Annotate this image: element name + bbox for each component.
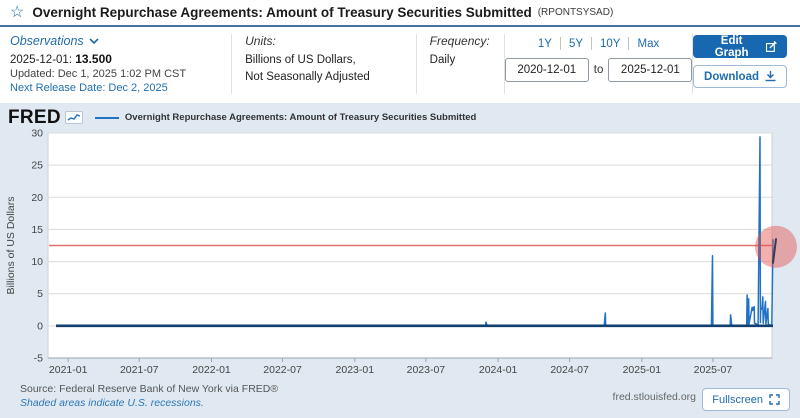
chart-header: FRED Overnight Repurchase Agreements: Am… bbox=[8, 108, 476, 127]
x-tick-label: 2023-07 bbox=[407, 364, 446, 376]
start-date-input[interactable] bbox=[504, 58, 589, 82]
x-tick-label: 2021-07 bbox=[120, 364, 159, 376]
units-panel: Units: Billions of US Dollars, Not Seaso… bbox=[231, 34, 416, 94]
to-label: to bbox=[593, 64, 604, 76]
range-button-10y[interactable]: 10Y bbox=[600, 37, 621, 50]
units-label: Units: bbox=[245, 34, 276, 48]
source-text: Source: Federal Reserve Bank of New York… bbox=[20, 383, 279, 395]
frequency-label: Frequency: bbox=[429, 34, 490, 48]
y-tick-label: 30 bbox=[31, 128, 43, 140]
y-tick-label: 10 bbox=[31, 256, 43, 268]
star-favorite-icon[interactable]: ☆ bbox=[10, 3, 25, 21]
y-tick-label: 0 bbox=[37, 320, 43, 332]
source-block: Source: Federal Reserve Bank of New York… bbox=[20, 383, 278, 409]
latest-observation-date: 2025-12-01: bbox=[10, 54, 73, 66]
fred-chart-icon bbox=[64, 111, 83, 124]
y-tick-label: -5 bbox=[34, 353, 43, 365]
y-tick-label: 5 bbox=[37, 288, 43, 300]
x-tick-label: 2025-01 bbox=[623, 364, 662, 376]
frequency-value: Daily bbox=[429, 54, 456, 66]
legend-line-marker bbox=[94, 116, 119, 119]
units-line2: Not Seasonally Adjusted bbox=[245, 71, 370, 84]
range-separator bbox=[591, 37, 593, 50]
time-series-plot[interactable]: 30 25 20 15 10 5 0 -5 2021-01 2021-07 2022-01 2022-… bbox=[0, 103, 800, 418]
edit-pencil-icon bbox=[766, 41, 777, 52]
y-axis-title: Billions of US Dollars bbox=[5, 196, 17, 294]
title-bar: ☆ Overnight Repurchase Agreements: Amoun… bbox=[0, 0, 800, 27]
x-tick-label: 2023-01 bbox=[336, 364, 375, 376]
fred-logo: FRED bbox=[8, 107, 61, 128]
x-tick-label: 2021-01 bbox=[49, 364, 88, 376]
range-button-max[interactable]: Max bbox=[637, 37, 660, 50]
observations-dropdown[interactable]: Observations bbox=[10, 34, 231, 48]
updated-text: Updated: Dec 1, 2025 1:02 PM CST bbox=[10, 68, 187, 80]
range-buttons: 1Y 5Y 10Y Max bbox=[538, 37, 659, 50]
x-tick-label: 2022-07 bbox=[263, 364, 302, 376]
y-tick-label: 25 bbox=[31, 160, 43, 172]
chart-section: FRED Overnight Repurchase Agreements: Am… bbox=[0, 103, 800, 418]
meta-bar: Observations 2025-12-01: 13.500 Updated:… bbox=[0, 27, 800, 103]
frequency-panel: Frequency: Daily bbox=[415, 34, 504, 94]
next-release-link[interactable]: Next Release Date: Dec 2, 2025 bbox=[10, 82, 168, 94]
x-tick-label: 2024-01 bbox=[479, 364, 518, 376]
page-title: Overnight Repurchase Agreements: Amount … bbox=[32, 5, 532, 20]
x-tick-label: 2024-07 bbox=[550, 364, 589, 376]
y-tick-label: 20 bbox=[31, 192, 43, 204]
edit-graph-button[interactable]: Edit Graph bbox=[693, 34, 787, 59]
observations-label: Observations bbox=[10, 34, 84, 48]
units-line1: Billions of US Dollars, bbox=[245, 54, 356, 66]
site-url: fred.stlouisfed.org bbox=[612, 391, 696, 403]
chevron-down-icon bbox=[89, 38, 99, 44]
latest-observation: 2025-12-01: 13.500 bbox=[10, 52, 231, 66]
fullscreen-button[interactable]: Fullscreen bbox=[702, 388, 790, 411]
range-separator bbox=[628, 37, 630, 50]
end-mark-annotation bbox=[772, 238, 777, 264]
date-range-panel: 1Y 5Y 10Y Max to bbox=[504, 34, 693, 94]
fullscreen-label: Fullscreen bbox=[712, 393, 763, 406]
latest-observation-value: 13.500 bbox=[75, 52, 112, 66]
range-button-1y[interactable]: 1Y bbox=[537, 37, 552, 50]
chart-legend: Overnight Repurchase Agreements: Amount … bbox=[94, 112, 477, 123]
fullscreen-expand-icon bbox=[769, 394, 780, 405]
edit-graph-label: Edit Graph bbox=[714, 34, 749, 59]
series-id: (RPONTSYSAD) bbox=[537, 7, 614, 18]
units-value: Billions of US Dollars, Not Seasonally A… bbox=[245, 52, 416, 87]
download-label: Download bbox=[704, 70, 759, 83]
download-icon bbox=[765, 71, 776, 82]
recessions-link[interactable]: Shaded areas indicate U.S. recessions. bbox=[20, 397, 204, 409]
range-button-5y[interactable]: 5Y bbox=[568, 37, 584, 50]
x-tick-label: 2022-01 bbox=[192, 364, 231, 376]
legend-label: Overnight Repurchase Agreements: Amount … bbox=[124, 112, 477, 123]
date-range-inputs: to bbox=[504, 58, 693, 82]
y-tick-label: 15 bbox=[31, 224, 43, 236]
range-separator bbox=[559, 37, 561, 50]
observations-panel: Observations 2025-12-01: 13.500 Updated:… bbox=[10, 34, 231, 94]
download-button[interactable]: Download bbox=[693, 65, 787, 88]
end-date-input[interactable] bbox=[608, 58, 693, 82]
actions-panel: Edit Graph Download bbox=[692, 34, 800, 94]
x-tick-label: 2025-07 bbox=[694, 364, 733, 376]
